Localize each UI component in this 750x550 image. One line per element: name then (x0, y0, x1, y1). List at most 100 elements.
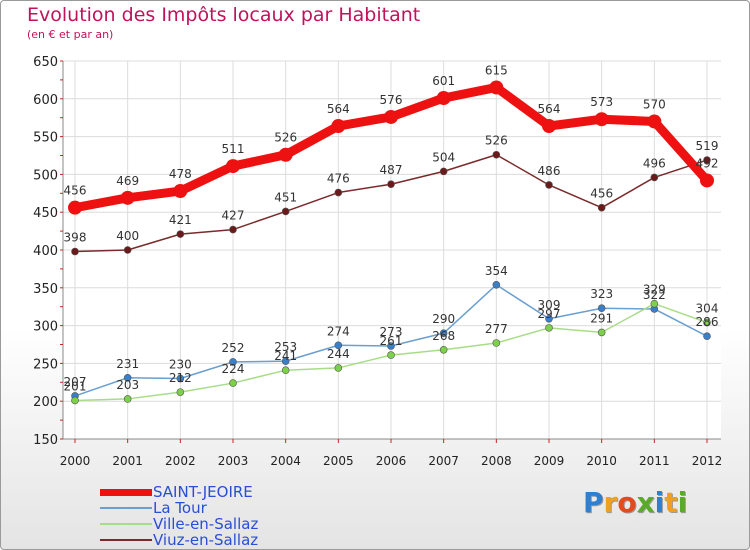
data-label: 354 (485, 264, 508, 278)
x-tick-label: 2005 (323, 454, 354, 468)
data-point (173, 184, 188, 199)
data-label: 478 (169, 167, 192, 181)
data-label: 526 (485, 134, 508, 148)
legend-label: Viuz-en-Sallaz (153, 531, 259, 549)
data-point (545, 181, 553, 189)
data-point (597, 304, 606, 313)
data-label: 323 (590, 287, 613, 301)
y-tick-label: 600 (33, 93, 58, 108)
data-label: 456 (64, 184, 87, 198)
x-tick-label: 2004 (270, 454, 301, 468)
data-label: 309 (538, 298, 561, 312)
y-tick-label: 350 (33, 282, 58, 297)
data-label: 261 (380, 334, 403, 348)
data-point (492, 339, 501, 347)
data-label: 570 (643, 97, 666, 111)
data-label: 487 (380, 163, 403, 177)
data-point (334, 188, 343, 197)
y-tick-label: 300 (33, 320, 58, 335)
data-point (71, 247, 79, 256)
data-point (123, 246, 132, 254)
logo-letter: t (664, 486, 678, 519)
y-tick-label: 450 (33, 206, 58, 221)
data-label: 526 (274, 131, 297, 145)
logo-letter: i (654, 486, 665, 519)
logo-letter: r (603, 486, 618, 519)
x-tick-label: 2000 (60, 454, 91, 468)
data-label: 519 (696, 139, 719, 153)
x-tick-label: 2006 (376, 454, 407, 468)
legend-label: La Tour (153, 499, 207, 517)
data-label: 224 (222, 362, 245, 376)
x-tick-label: 2011 (639, 454, 670, 468)
data-label: 252 (222, 341, 245, 355)
data-label: 286 (696, 315, 719, 329)
data-point (226, 159, 240, 174)
data-point (384, 109, 398, 124)
data-label: 290 (432, 312, 455, 326)
data-label: 322 (643, 288, 666, 302)
data-label: 329 (643, 283, 666, 297)
data-label: 564 (327, 102, 350, 116)
data-point (439, 345, 448, 354)
data-label: 451 (274, 190, 297, 204)
legend-swatch (100, 507, 152, 509)
data-label: 241 (274, 349, 297, 363)
legend-swatch (100, 539, 152, 541)
data-label: 456 (590, 187, 613, 201)
x-tick-label: 2008 (481, 454, 512, 468)
data-label: 201 (64, 379, 87, 393)
data-point (597, 203, 606, 212)
data-point (176, 388, 185, 396)
y-tick-label: 500 (33, 168, 58, 183)
data-label: 398 (64, 231, 87, 245)
data-point (650, 299, 659, 308)
data-point (703, 332, 711, 340)
data-label: 511 (222, 142, 245, 156)
chart-subtitle: (en € et par an) (27, 28, 114, 41)
y-tick-label: 550 (33, 131, 58, 146)
x-tick-label: 2003 (218, 454, 249, 468)
data-label: 496 (643, 156, 666, 170)
data-point (703, 156, 711, 164)
data-label: 504 (432, 150, 455, 164)
data-point (545, 314, 553, 323)
data-point (647, 114, 662, 129)
data-point (229, 379, 237, 387)
data-point (700, 173, 714, 188)
data-label: 230 (169, 358, 192, 372)
logo-letter: o (617, 486, 637, 519)
data-point (492, 150, 501, 159)
data-point (229, 358, 237, 366)
logo-letter: i (677, 486, 688, 519)
x-tick-label: 2007 (428, 454, 459, 468)
logo-letter: P (583, 486, 604, 519)
y-tick-label: 250 (33, 357, 58, 372)
data-point (650, 173, 659, 182)
data-point (68, 200, 82, 215)
data-point (436, 91, 451, 106)
data-point (176, 230, 185, 238)
y-tick-label: 650 (33, 55, 58, 70)
x-tick-label: 2002 (165, 454, 196, 468)
data-label: 297 (538, 307, 561, 321)
data-point (334, 364, 343, 372)
data-label: 492 (696, 156, 719, 170)
data-label: 400 (116, 229, 139, 243)
data-point (123, 373, 132, 382)
data-point (281, 357, 290, 365)
data-label: 486 (538, 164, 561, 178)
data-label: 277 (485, 322, 508, 336)
data-point (120, 190, 135, 205)
data-point (331, 119, 346, 134)
data-label: 304 (696, 302, 719, 316)
data-point (439, 329, 448, 337)
data-label: 476 (327, 172, 350, 186)
data-point (492, 280, 501, 289)
data-label: 576 (380, 93, 403, 107)
data-label: 207 (64, 375, 87, 389)
legend-swatch (100, 523, 152, 525)
x-tick-label: 2009 (534, 454, 565, 468)
data-point (489, 80, 504, 95)
data-point (278, 147, 293, 162)
